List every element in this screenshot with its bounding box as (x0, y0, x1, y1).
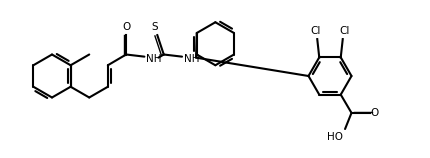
Text: Cl: Cl (310, 26, 320, 36)
Text: S: S (151, 22, 158, 32)
Text: Cl: Cl (340, 26, 350, 36)
Text: NH: NH (146, 54, 162, 64)
Text: NH: NH (184, 54, 200, 64)
Text: HO: HO (327, 132, 343, 142)
Text: O: O (122, 22, 130, 32)
Text: O: O (371, 108, 379, 118)
